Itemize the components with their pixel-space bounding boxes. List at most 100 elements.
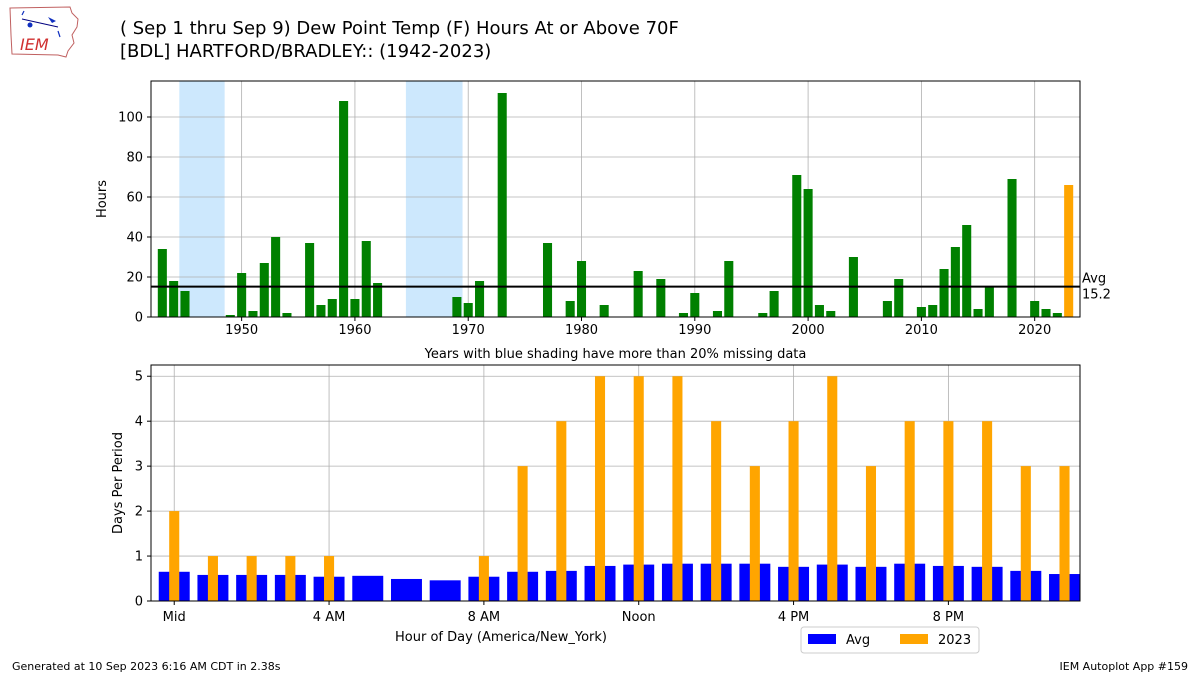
y-tick-label: 0 [135, 595, 143, 610]
y-tick-label: 40 [126, 231, 143, 246]
bar-1953 [271, 237, 281, 317]
legend-label-avg: Avg [846, 633, 870, 648]
bar-1951 [248, 311, 258, 317]
bar-1960 [350, 299, 360, 317]
bar-1987 [656, 279, 666, 317]
bar-1958 [327, 299, 337, 317]
bar-1979 [565, 301, 575, 317]
avg-bar-hour-5 [352, 575, 384, 601]
year-bar-hour-19 [904, 421, 915, 601]
x-tick-label: 8 AM [468, 610, 501, 625]
y-axis-label: Hours [95, 180, 110, 218]
plot-frame [150, 80, 1081, 318]
bar-2022 [1052, 313, 1062, 317]
year-bar-hour-17 [827, 376, 838, 601]
x-tick-label: Noon [622, 610, 656, 625]
year-bar-hour-15 [749, 466, 760, 601]
year-bar-hour-1 [207, 556, 218, 601]
legend: Avg 2023 [800, 626, 980, 654]
year-bar-hour-3 [285, 556, 296, 601]
bar-1952 [259, 263, 269, 317]
year-bar-hour-2 [246, 556, 257, 601]
x-tick-label: 4 PM [778, 610, 809, 625]
x-tick-label: 8 PM [933, 610, 964, 625]
x-tick-label: 1980 [565, 323, 598, 338]
bar-2002 [826, 311, 836, 317]
legend-label-2023: 2023 [938, 633, 971, 648]
y-tick-label: 20 [126, 271, 143, 286]
x-axis-label: Years with blue shading have more than 2… [424, 347, 807, 362]
bar-2012 [939, 269, 949, 317]
year-bar-hour-22 [1020, 466, 1031, 601]
y-tick-label: 80 [126, 151, 143, 166]
x-tick-label: 4 AM [313, 610, 346, 625]
legend-swatch-avg [808, 634, 836, 644]
year-bar-hour-21 [982, 421, 993, 601]
bar-1961 [361, 241, 371, 317]
bar-1956 [305, 243, 315, 317]
legend-frame [800, 626, 980, 654]
bar-1957 [316, 305, 326, 317]
bar-2001 [814, 305, 824, 317]
y-tick-label: 5 [135, 370, 143, 385]
bar-2023 [1064, 185, 1074, 317]
bar-2016 [984, 287, 994, 317]
bar-1950 [237, 273, 247, 317]
x-tick-label: 1970 [452, 323, 485, 338]
bar-1997 [769, 291, 779, 317]
bar-2018 [1007, 179, 1017, 317]
missing-data-shade [179, 81, 225, 317]
y-tick-label: 100 [118, 111, 143, 126]
title-line-2: [BDL] HARTFORD/BRADLEY:: (1942-2023) [120, 41, 492, 62]
bar-1945 [180, 291, 190, 317]
plot-frame [150, 364, 1081, 602]
bar-2015 [973, 309, 983, 317]
chart-title: ( Sep 1 thru Sep 9) Dew Point Temp (F) H… [120, 17, 679, 63]
bar-1943 [157, 249, 167, 317]
y-tick-label: 60 [126, 191, 143, 206]
bar-1993 [724, 261, 734, 317]
x-tick-label: 1960 [338, 323, 371, 338]
bar-2000 [803, 189, 813, 317]
year-bar-hour-10 [556, 421, 567, 601]
bar-2011 [928, 305, 938, 317]
bar-1985 [633, 271, 643, 317]
x-tick-label: 1990 [678, 323, 711, 338]
y-tick-label: 0 [135, 311, 143, 326]
missing-data-shade [405, 81, 463, 317]
year-bar-hour-14 [711, 421, 722, 601]
year-bar-hour-18 [865, 466, 877, 601]
x-tick-label: 2000 [792, 323, 825, 338]
bar-1982 [599, 305, 609, 317]
x-tick-label: 2010 [905, 323, 938, 338]
bar-2010 [916, 307, 926, 317]
year-bar-hour-23 [1059, 466, 1070, 601]
bar-2020 [1030, 301, 1040, 317]
generated-timestamp: Generated at 10 Sep 2023 6:16 AM CDT in … [12, 660, 281, 673]
year-bar-hour-4 [324, 556, 335, 601]
y-axis-label: Days Per Period [111, 432, 126, 534]
average-value: 15.2 [1082, 288, 1111, 303]
bar-1999 [792, 175, 802, 317]
bar-2013 [950, 247, 960, 317]
title-line-1: ( Sep 1 thru Sep 9) Dew Point Temp (F) H… [120, 18, 679, 39]
y-tick-label: 4 [135, 415, 143, 430]
avg-bar-hour-7 [429, 580, 461, 601]
bar-1944 [169, 281, 179, 317]
bar-1992 [712, 311, 722, 317]
y-tick-label: 3 [135, 460, 143, 475]
logo-text: IEM [20, 35, 49, 54]
bar-1980 [576, 261, 587, 317]
bar-1990 [690, 293, 700, 317]
average-label: Avg [1082, 272, 1106, 287]
bar-2021 [1041, 309, 1051, 317]
bar-1989 [678, 313, 689, 317]
bar-1973 [497, 93, 507, 317]
avg-bar-hour-6 [390, 578, 422, 601]
hourly-distribution-chart: Mid 4 AM 8 AM Noon 4 PM 8 PM 0 1 2 3 4 5 Days Per Pe… [111, 364, 1081, 654]
app-label: IEM Autoplot App #159 [1059, 660, 1189, 673]
bar-1969 [452, 297, 462, 317]
bar-1977 [542, 243, 553, 317]
